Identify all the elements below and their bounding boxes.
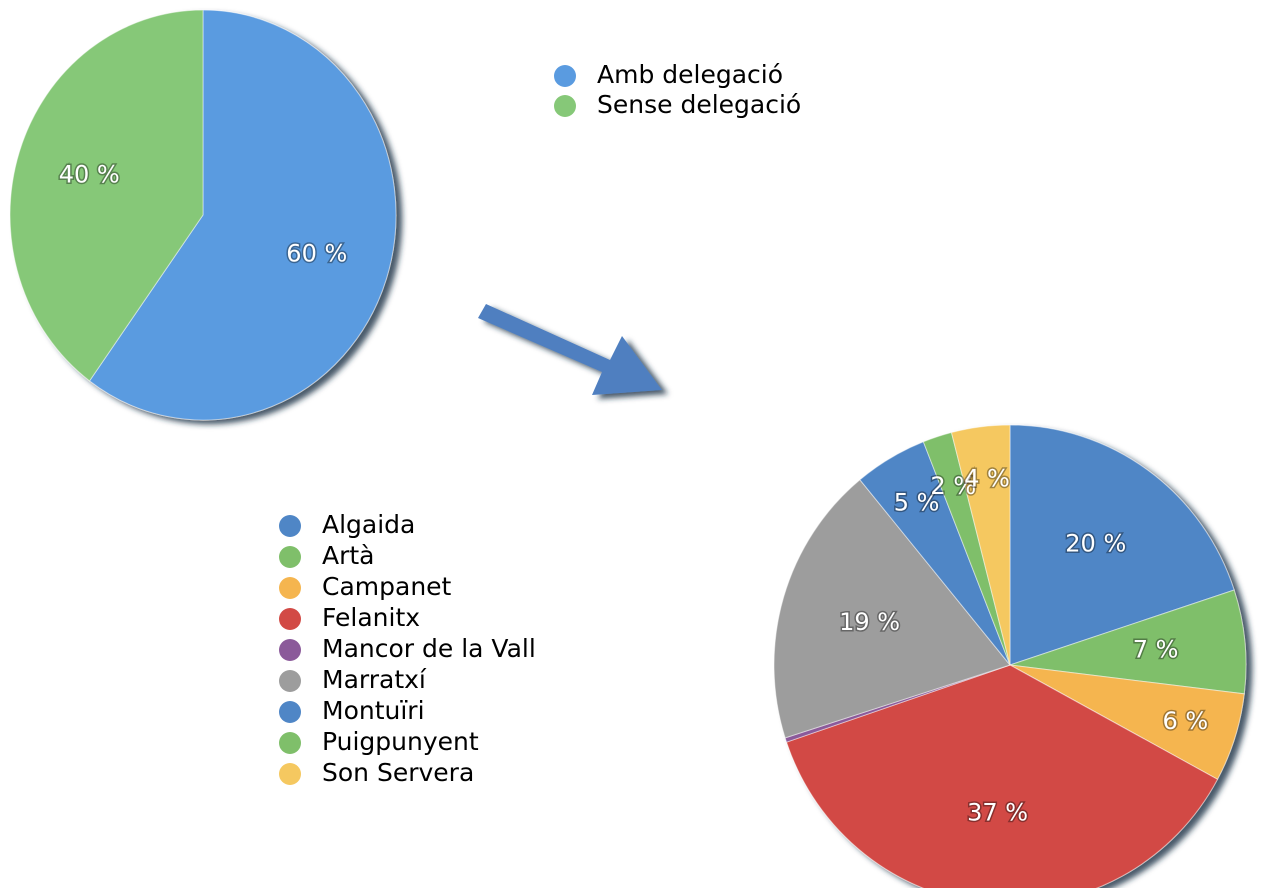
legend-swatch [554, 95, 576, 117]
data-label: 19 % [839, 608, 900, 636]
pie [9, 9, 397, 421]
pie [773, 424, 1247, 888]
legend-label: Sense delegació [597, 90, 801, 119]
legend-label: Montuïri [322, 696, 425, 725]
pie-slice [773, 479, 1011, 739]
pie-slice [1009, 424, 1235, 666]
legend-label: Marratxí [322, 665, 427, 694]
pie-slice [88, 9, 397, 421]
pie-slice [785, 664, 1219, 888]
legend-swatch [279, 670, 301, 692]
pie-slice [950, 424, 1011, 666]
data-label: 37 % [967, 798, 1028, 826]
legend-swatch [279, 608, 301, 630]
data-label: 6 % [1163, 707, 1209, 735]
pie-slice [9, 9, 204, 382]
pie-slice [1009, 589, 1247, 695]
data-label: 40 % [59, 161, 120, 189]
legend-swatch [279, 732, 301, 754]
data-label: 2 % [930, 472, 976, 500]
legend-label: Amb delegació [597, 60, 783, 89]
legend-label: Mancor de la Vall [322, 634, 536, 663]
legend-swatch [279, 546, 301, 568]
legend-label: Puigpunyent [322, 727, 479, 756]
legend-swatch [279, 763, 301, 785]
data-label: 4 % [964, 464, 1010, 492]
data-label: 5 % [894, 489, 940, 517]
legend-label: Campanet [322, 572, 452, 601]
legend-label: Algaida [322, 510, 415, 539]
legend-label: Son Servera [322, 758, 474, 787]
legend-swatch [554, 65, 576, 87]
arrow [478, 304, 662, 395]
data-label: 20 % [1065, 529, 1126, 557]
legend-swatch [279, 701, 301, 723]
data-label: 7 % [1133, 635, 1179, 663]
legend-label: Artà [322, 541, 375, 570]
data-label: 60 % [286, 239, 347, 267]
legend-swatch [279, 577, 301, 599]
legend-label: Felanitx [322, 603, 420, 632]
legend-swatch [279, 639, 301, 661]
legend-swatch [279, 515, 301, 537]
